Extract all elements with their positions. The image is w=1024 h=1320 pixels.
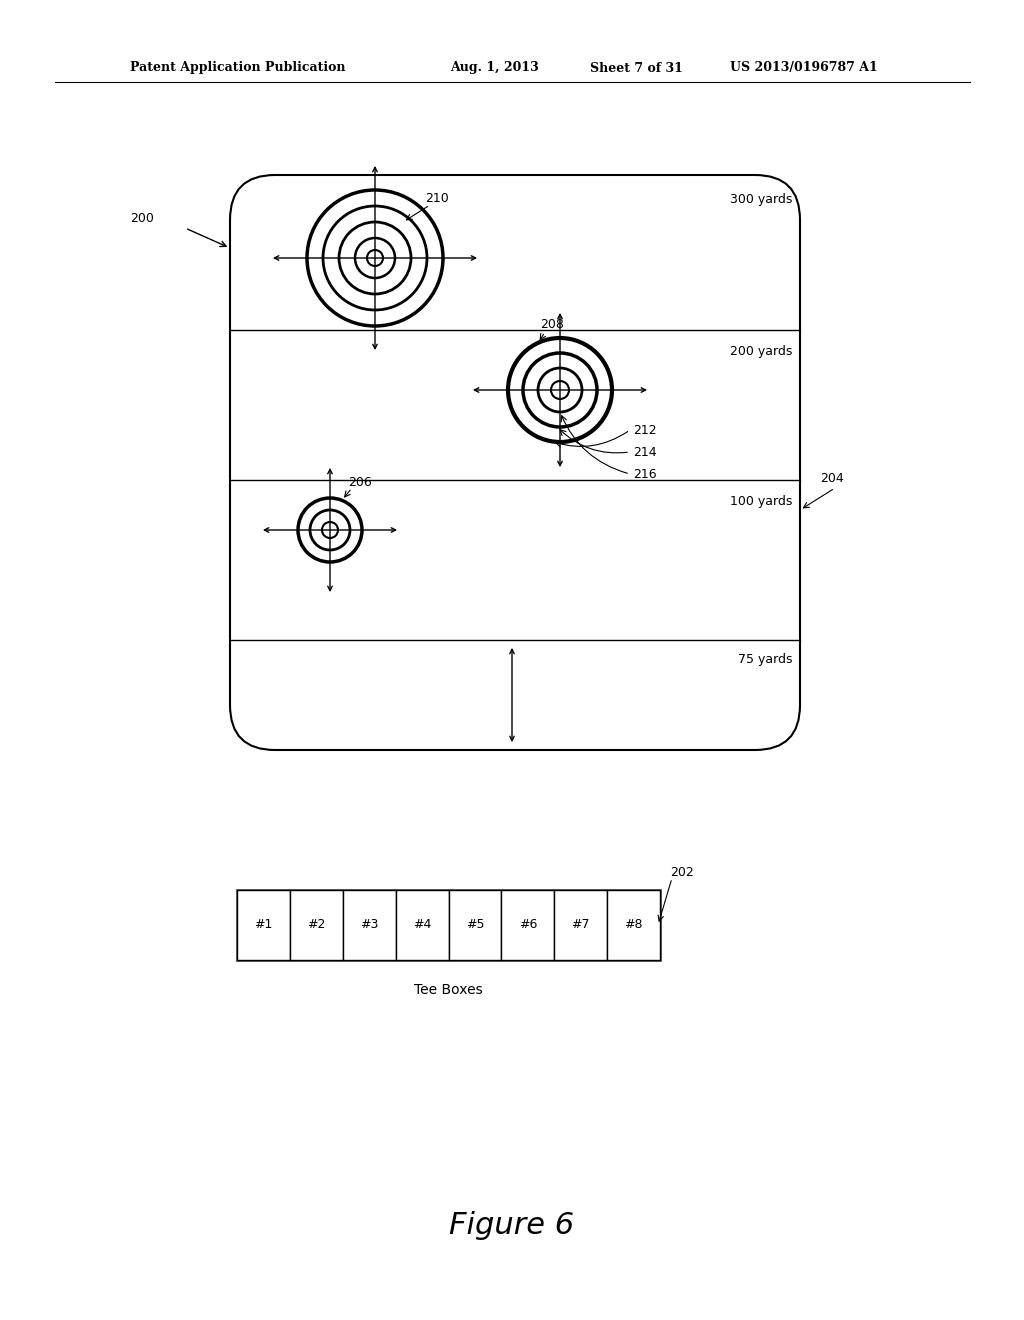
Text: US 2013/0196787 A1: US 2013/0196787 A1 — [730, 62, 878, 74]
Text: #7: #7 — [571, 919, 590, 932]
Text: Figure 6: Figure 6 — [450, 1210, 574, 1239]
Text: #8: #8 — [625, 919, 643, 932]
Text: 204: 204 — [820, 471, 844, 484]
Text: 212: 212 — [633, 424, 656, 437]
Bar — [343, 890, 395, 960]
Bar — [237, 890, 290, 960]
Bar — [502, 890, 554, 960]
Text: #6: #6 — [518, 919, 537, 932]
Bar — [607, 890, 660, 960]
Text: 210: 210 — [425, 191, 449, 205]
Text: Aug. 1, 2013: Aug. 1, 2013 — [450, 62, 539, 74]
Text: Sheet 7 of 31: Sheet 7 of 31 — [590, 62, 683, 74]
Bar — [449, 890, 502, 960]
Text: 214: 214 — [633, 446, 656, 458]
Bar — [290, 890, 343, 960]
Bar — [554, 890, 607, 960]
Text: #5: #5 — [466, 919, 484, 932]
Text: 216: 216 — [633, 467, 656, 480]
Text: 200: 200 — [130, 211, 154, 224]
Text: #4: #4 — [413, 919, 431, 932]
Text: #3: #3 — [360, 919, 379, 932]
Bar — [395, 890, 449, 960]
Text: 200 yards: 200 yards — [730, 346, 792, 359]
Text: 300 yards: 300 yards — [730, 194, 792, 206]
FancyBboxPatch shape — [230, 176, 800, 750]
Text: 208: 208 — [540, 318, 564, 331]
Text: #1: #1 — [254, 919, 272, 932]
Text: 75 yards: 75 yards — [737, 653, 792, 667]
Text: Patent Application Publication: Patent Application Publication — [130, 62, 345, 74]
Text: Tee Boxes: Tee Boxes — [414, 983, 483, 997]
Bar — [237, 890, 660, 960]
Text: 206: 206 — [348, 475, 372, 488]
Text: 100 yards: 100 yards — [730, 495, 792, 508]
Text: 202: 202 — [670, 866, 693, 879]
Text: #2: #2 — [307, 919, 326, 932]
